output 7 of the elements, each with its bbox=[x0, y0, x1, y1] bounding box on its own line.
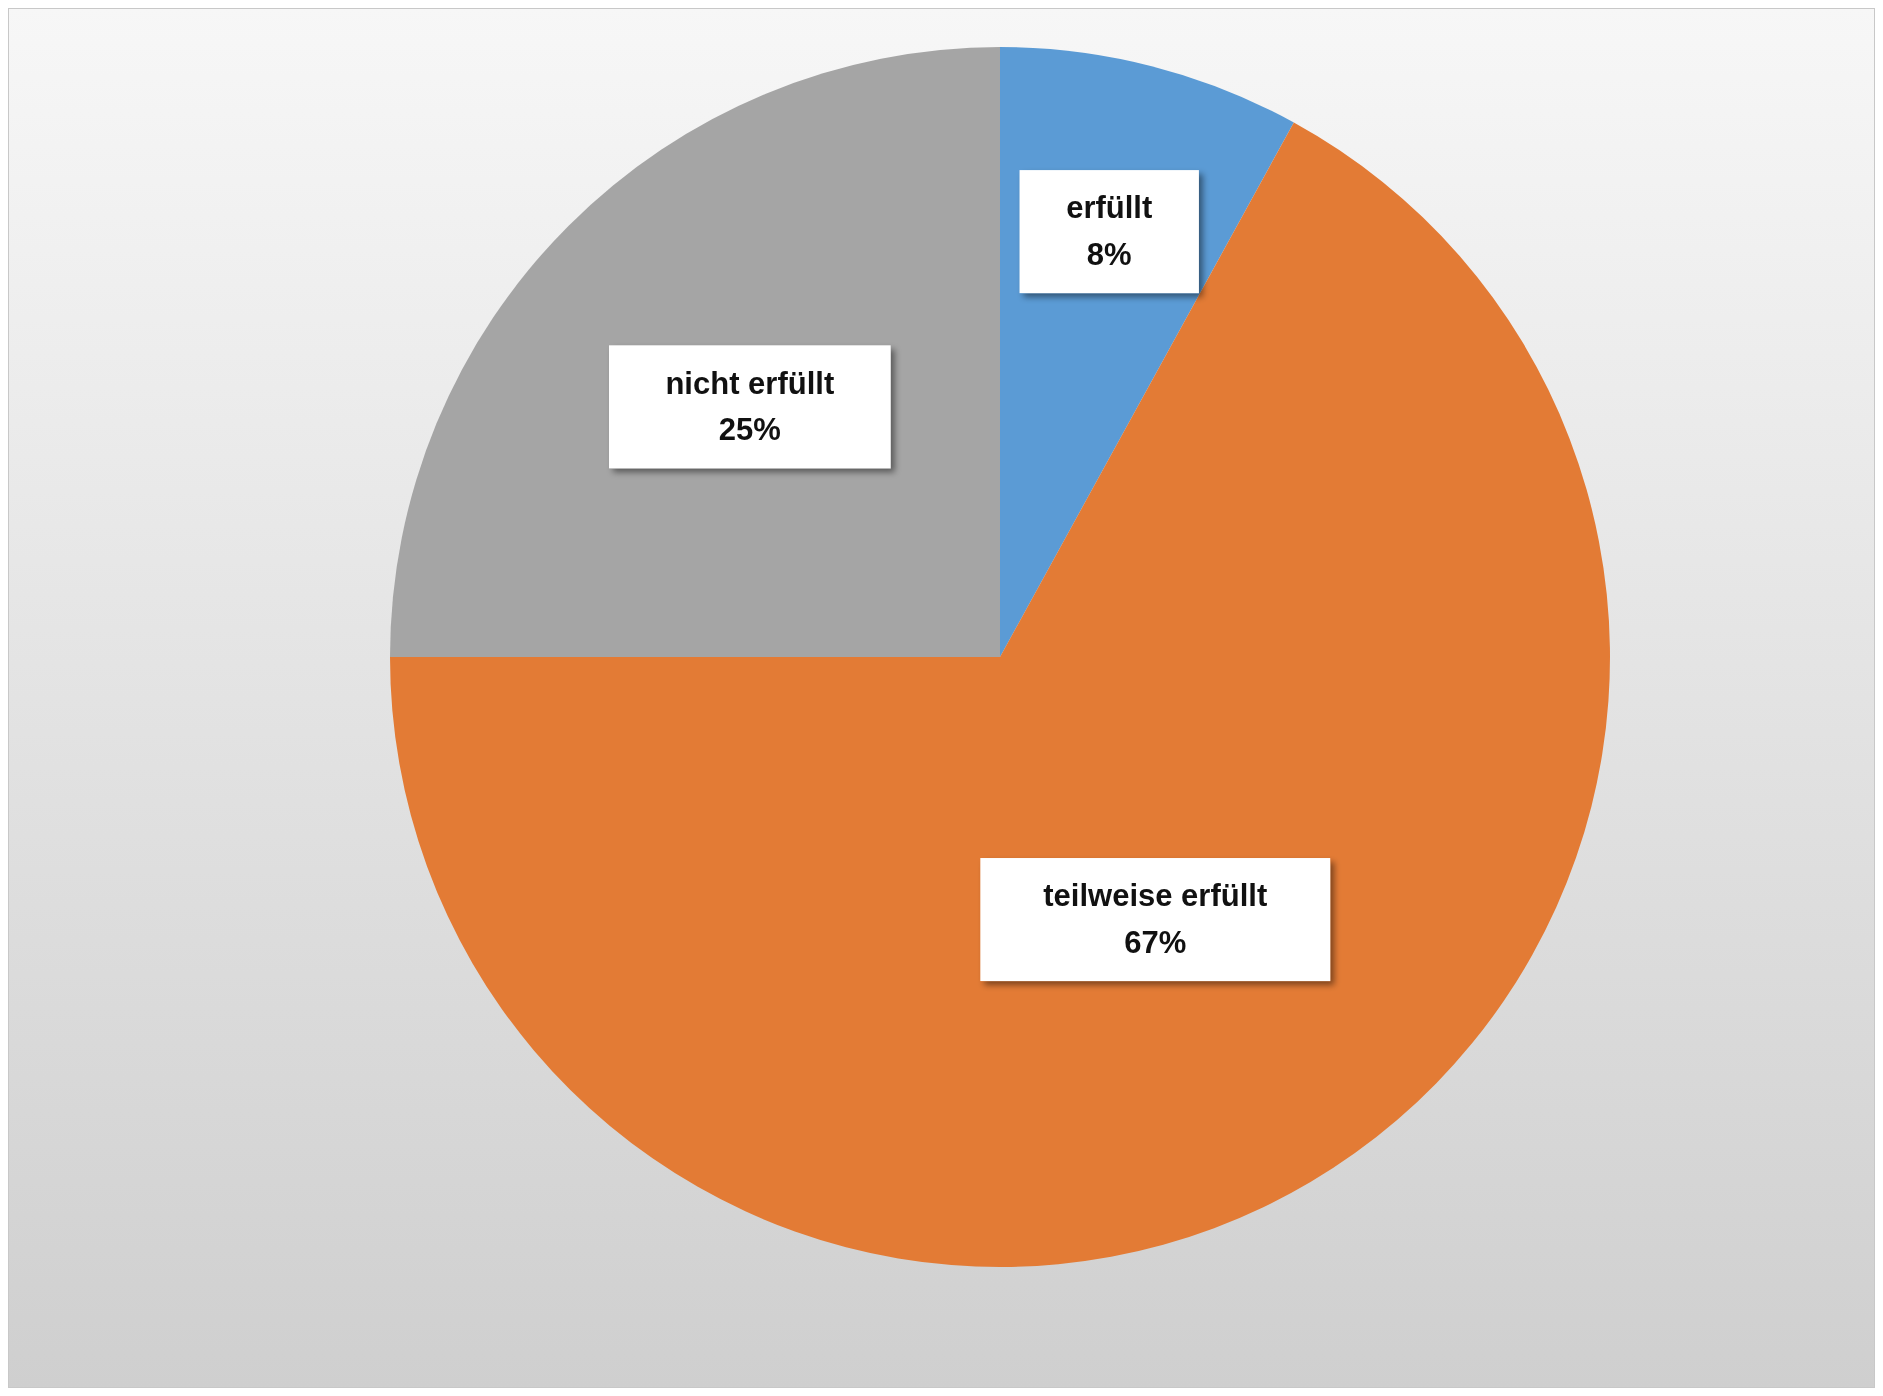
slice-label: erfüllt bbox=[1066, 190, 1153, 226]
slice-label: teilweise erfüllt bbox=[1043, 878, 1268, 914]
slice-label: nicht erfüllt bbox=[665, 365, 835, 401]
data-label: 67% bbox=[1124, 924, 1187, 960]
data-label: 8% bbox=[1086, 236, 1132, 272]
data-label: 25% bbox=[718, 412, 781, 448]
pie-slice bbox=[390, 122, 1610, 1267]
